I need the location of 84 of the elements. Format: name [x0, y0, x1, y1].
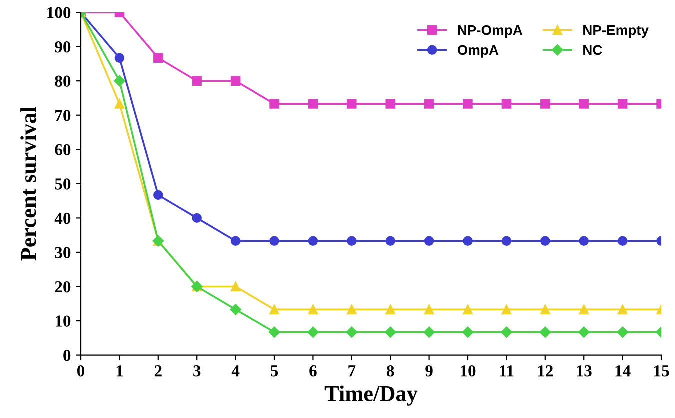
point	[618, 99, 628, 109]
point	[579, 99, 589, 109]
legend-label: NP-OmpA	[458, 25, 523, 38]
point	[192, 213, 202, 224]
point	[424, 99, 434, 109]
point	[230, 304, 242, 316]
point	[618, 304, 628, 315]
y-tick-label: 20	[55, 281, 71, 293]
point	[463, 99, 473, 109]
point	[424, 304, 434, 315]
point	[270, 99, 280, 109]
point	[308, 99, 318, 109]
x-tick-label: 9	[426, 366, 433, 377]
point	[192, 76, 202, 86]
point	[386, 304, 396, 315]
point	[540, 99, 550, 109]
point	[308, 304, 318, 315]
x-tick-label: 10	[461, 366, 476, 377]
x-tick-label: 3	[194, 366, 201, 377]
y-tick-label: 100	[48, 7, 71, 18]
point	[463, 236, 473, 246]
y-tick-label: 70	[56, 110, 71, 122]
point	[502, 236, 512, 246]
y-axis-title: Percent survival	[20, 107, 36, 261]
point	[386, 236, 396, 246]
x-tick-label: 7	[348, 366, 356, 377]
point	[501, 326, 512, 338]
legend-label: OmpA	[458, 45, 499, 58]
point	[270, 236, 280, 246]
point	[579, 304, 589, 315]
point	[347, 236, 357, 246]
point	[154, 190, 164, 200]
x-tick-label: 5	[271, 366, 278, 377]
x-tick-label: 11	[500, 366, 514, 377]
x-tick-label: 15	[654, 366, 670, 377]
x-tick-label: 2	[154, 366, 162, 377]
point	[540, 326, 552, 338]
point	[502, 304, 512, 315]
y-tick-label: 60	[55, 144, 71, 156]
point	[579, 236, 589, 246]
point	[424, 326, 435, 338]
y-tick-label: 0	[64, 350, 71, 362]
y-tick-label: 50	[55, 178, 71, 190]
point	[347, 304, 357, 315]
point	[154, 53, 164, 63]
y-tick-label: 90	[55, 42, 71, 53]
point	[230, 236, 241, 246]
point	[346, 326, 358, 338]
legend-label: NC	[584, 45, 602, 56]
point	[462, 326, 474, 338]
point	[540, 236, 550, 246]
x-tick-label: 12	[538, 366, 554, 377]
x-axis-title: Time/Day	[324, 386, 418, 406]
point	[268, 326, 280, 338]
point	[384, 326, 396, 338]
x-tick-label: 8	[386, 366, 394, 377]
y-tick-label: 10	[56, 316, 71, 327]
point	[270, 304, 280, 315]
x-tick-label: 4	[232, 366, 240, 377]
point	[618, 236, 628, 246]
point	[386, 99, 396, 109]
x-tick-label: 13	[577, 366, 592, 377]
point	[424, 236, 434, 246]
point	[308, 326, 319, 338]
x-tick-label: 1	[116, 366, 124, 377]
point	[230, 76, 241, 86]
point	[502, 99, 512, 109]
y-tick-label: 80	[55, 76, 71, 88]
y-tick-label: 30	[55, 247, 71, 258]
point	[463, 304, 473, 315]
point	[114, 99, 125, 109]
x-tick-label: 6	[310, 366, 317, 377]
point	[540, 304, 550, 315]
x-tick-label: 0	[77, 366, 85, 377]
x-tick-label: 14	[616, 366, 631, 377]
legend-label: NP-Empty	[584, 26, 649, 38]
point	[114, 53, 125, 63]
point	[617, 326, 628, 338]
point	[308, 236, 318, 246]
point	[230, 282, 241, 292]
y-tick-label: 40	[54, 212, 71, 224]
point	[578, 326, 590, 338]
point	[347, 99, 357, 109]
point	[114, 75, 126, 87]
